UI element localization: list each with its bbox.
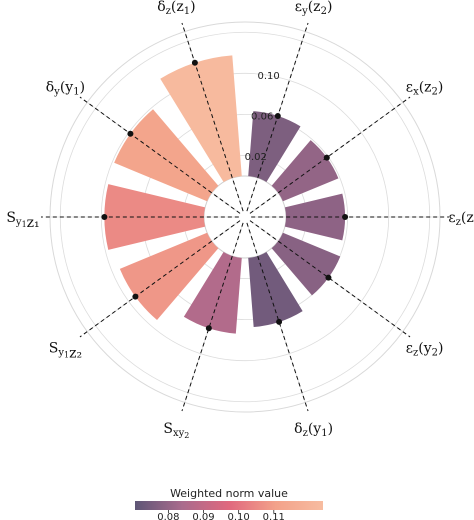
category-label: εz(y2) xyxy=(406,340,444,358)
category-label: εz(z1) xyxy=(448,210,474,228)
bar xyxy=(160,55,242,182)
radial-tick-label: 0.06 xyxy=(251,112,273,123)
bar xyxy=(248,252,303,327)
value-dot xyxy=(342,214,349,220)
value-dot xyxy=(127,130,134,137)
category-label: εy(z2) xyxy=(295,0,333,17)
category-label: δz(z1) xyxy=(157,0,195,17)
category-label: Sxy2 xyxy=(163,421,189,440)
value-dot xyxy=(274,112,281,119)
colorbar: Weighted norm value 0.08 0.09 0.10 0.11 xyxy=(135,487,323,520)
colorbar-tick-label: 0.09 xyxy=(192,512,214,520)
value-dot xyxy=(132,293,139,300)
value-dot xyxy=(325,274,332,281)
value-dot xyxy=(323,154,330,161)
radial-tick-labels: 0.02 0.06 0.10 xyxy=(245,71,280,163)
label-spoke xyxy=(79,220,241,338)
label-spoke xyxy=(181,22,244,212)
value-dot xyxy=(205,325,212,332)
value-dot xyxy=(101,214,108,220)
label-spokes xyxy=(41,22,449,412)
label-spoke xyxy=(181,222,244,412)
colorbar-gradient xyxy=(135,501,323,510)
category-label: δz(y1) xyxy=(294,421,333,439)
label-spoke xyxy=(79,96,241,214)
category-label: Sy1z₁ xyxy=(6,210,39,231)
colorbar-title: Weighted norm value xyxy=(170,487,288,500)
value-dot xyxy=(276,318,283,325)
bar xyxy=(248,111,301,182)
bar xyxy=(271,232,341,296)
colorbar-tick-label: 0.10 xyxy=(228,512,250,520)
label-spoke xyxy=(249,96,411,214)
category-labels: εy(z2) εx(z2) εz(z1) εz(y2) δz(y1) Sxy2 Sy1z₂ S… xyxy=(6,0,474,440)
radial-tick-label: 0.10 xyxy=(257,71,279,82)
colorbar-tick-label: 0.11 xyxy=(263,512,285,520)
colorbar-tick-label: 0.08 xyxy=(157,512,179,520)
category-label: Sy1z₂ xyxy=(49,340,82,361)
bar xyxy=(271,140,339,202)
category-label: δy(y1) xyxy=(46,80,85,98)
category-label: εx(z2) xyxy=(406,80,444,98)
value-dot xyxy=(191,59,198,66)
radial-tick-label: 0.02 xyxy=(245,152,267,163)
label-spoke xyxy=(246,222,309,412)
